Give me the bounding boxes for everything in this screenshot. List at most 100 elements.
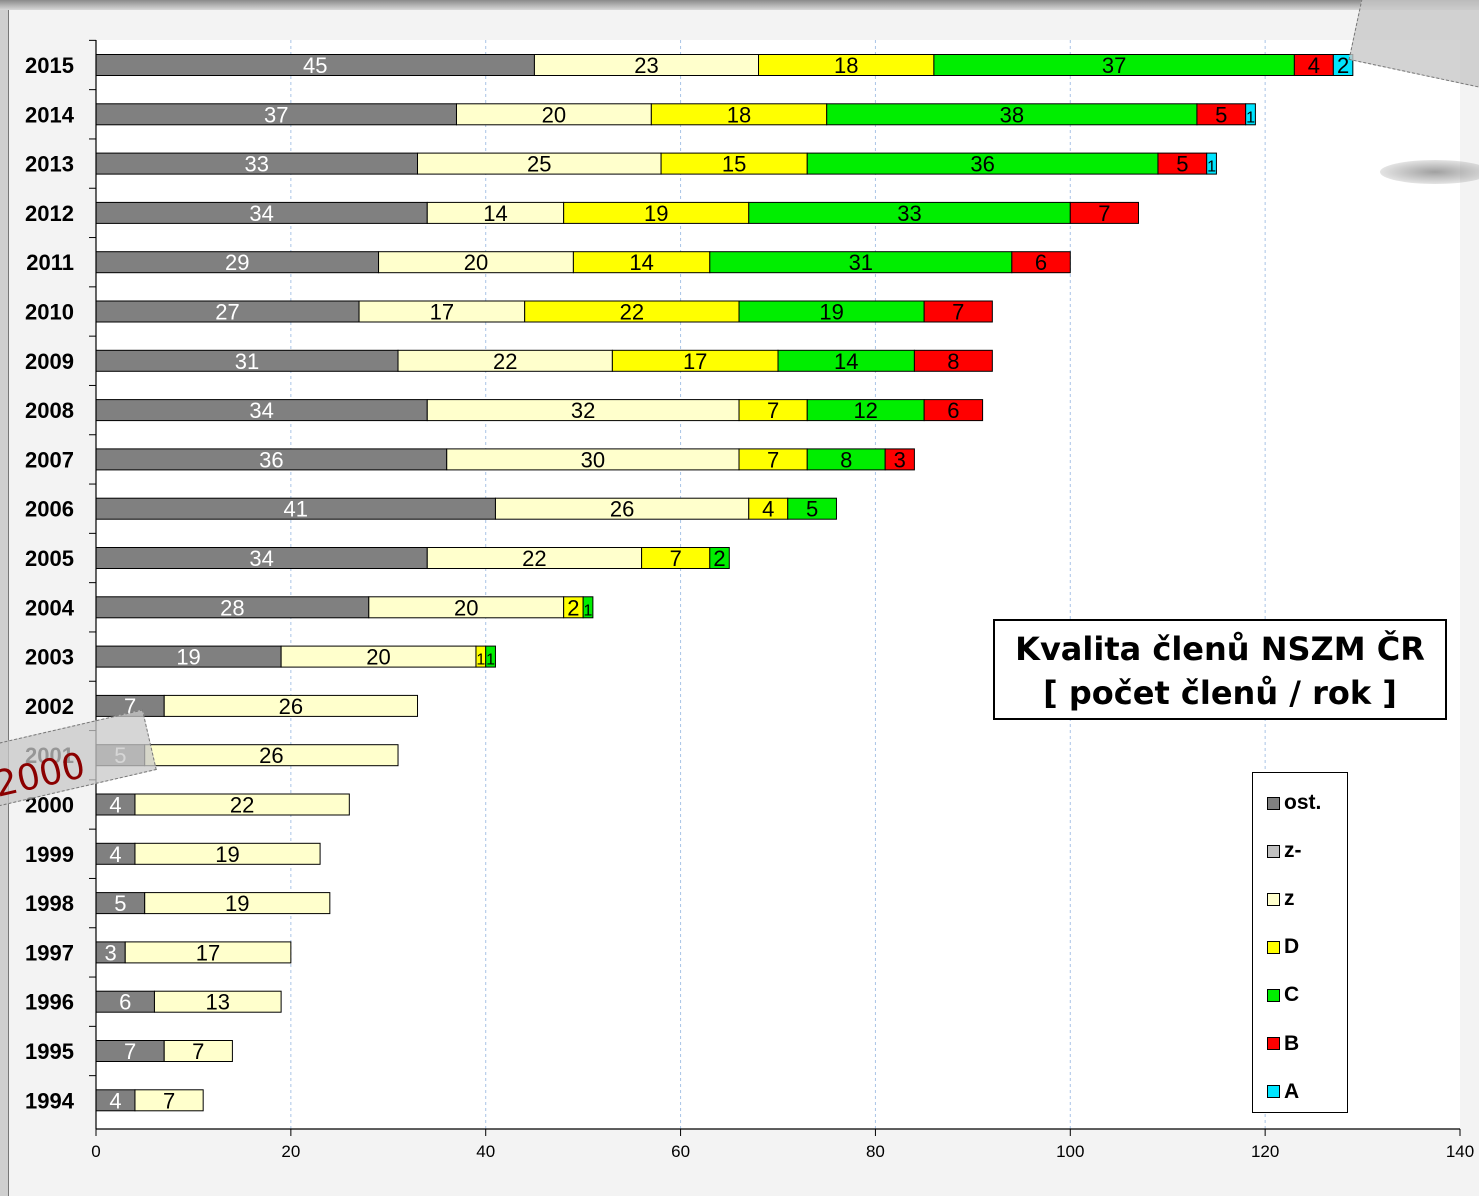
data-label: 4	[109, 793, 121, 818]
y-tick-label: 2010	[25, 300, 74, 325]
data-label: 5	[1215, 102, 1227, 127]
data-label: 37	[1102, 53, 1126, 78]
data-label: 1	[584, 602, 593, 619]
data-label: 36	[970, 152, 994, 177]
legend-label: C	[1284, 983, 1300, 1007]
legend-swatch-icon	[1267, 1085, 1280, 1099]
legend-label: ost.	[1284, 791, 1322, 815]
data-label: 34	[249, 201, 273, 226]
data-label: 18	[834, 53, 858, 78]
legend-item: C	[1267, 971, 1347, 1019]
bar-segment	[923, 300, 993, 323]
data-label: 7	[1098, 201, 1110, 226]
bar-segment	[124, 941, 292, 964]
bar-segment	[163, 694, 419, 717]
x-tick-label: 80	[866, 1142, 885, 1161]
data-label: 17	[683, 349, 707, 374]
y-tick-label: 2004	[25, 595, 75, 620]
data-label: 22	[620, 300, 644, 325]
data-label: 22	[493, 349, 517, 374]
legend-label: D	[1284, 935, 1300, 959]
y-tick-label: 1995	[25, 1039, 74, 1064]
bar-segment	[153, 990, 282, 1013]
data-label: 20	[366, 645, 390, 670]
data-label: 7	[124, 1039, 136, 1064]
bar-segment	[709, 547, 730, 569]
bar-segment	[163, 1040, 233, 1062]
y-tick-label: 2009	[25, 349, 74, 374]
data-label: 34	[249, 546, 273, 571]
chart-subtitle: [ počet členů / rok ]	[1043, 674, 1397, 712]
data-label: 2	[1337, 53, 1349, 78]
data-label: 17	[430, 300, 454, 325]
x-tick-label: 20	[281, 1142, 300, 1161]
data-label: 5	[806, 497, 818, 522]
window-left-edge	[0, 10, 9, 1196]
data-label: 25	[527, 152, 551, 177]
data-label: 45	[303, 53, 327, 78]
data-label: 32	[571, 398, 595, 423]
data-label: 14	[483, 201, 507, 226]
data-label: 1	[1246, 109, 1255, 126]
data-label: 34	[249, 398, 273, 423]
y-tick-label: 2002	[25, 694, 74, 719]
data-label: 33	[245, 152, 269, 177]
bar-segment	[134, 842, 321, 865]
data-label: 7	[192, 1039, 204, 1064]
legend-label: z	[1284, 887, 1295, 911]
bar-segment	[134, 1089, 204, 1112]
legend-item: A	[1267, 1068, 1347, 1116]
bar-segment	[1332, 54, 1354, 76]
data-label: 3	[894, 447, 906, 472]
legend-swatch-icon	[1267, 796, 1280, 810]
data-label: 19	[819, 300, 843, 325]
legend-item: ost.	[1267, 779, 1347, 827]
data-label: 26	[259, 743, 283, 768]
bar-segment	[923, 399, 984, 422]
x-tick-label: 100	[1056, 1142, 1084, 1161]
bar-segment	[1245, 103, 1256, 126]
data-label: 4	[109, 1088, 121, 1113]
data-label: 4	[1308, 53, 1320, 78]
bar-segment	[582, 596, 594, 619]
y-tick-label: 2006	[25, 497, 74, 522]
y-tick-label: 1997	[25, 940, 74, 965]
data-label: 15	[722, 152, 746, 177]
bar-segment	[1069, 201, 1139, 224]
y-tick-label: 2012	[25, 201, 74, 226]
data-label: 26	[610, 497, 634, 522]
data-label: 20	[454, 595, 478, 620]
legend-item: z	[1267, 875, 1347, 923]
data-label: 6	[947, 398, 959, 423]
bar-segment	[144, 892, 331, 915]
data-label: 27	[215, 300, 239, 325]
data-label: 7	[952, 300, 964, 325]
data-label: 37	[264, 102, 288, 127]
y-tick-label: 1994	[25, 1088, 75, 1113]
bar-segment	[134, 793, 350, 816]
data-label: 2	[567, 595, 579, 620]
data-label: 4	[109, 842, 121, 867]
data-label: 2	[713, 546, 725, 571]
data-label: 7	[767, 447, 779, 472]
bar-segment	[1011, 251, 1071, 274]
data-label: 6	[119, 990, 131, 1015]
data-label: 19	[225, 891, 249, 916]
data-label: 17	[196, 940, 220, 965]
data-label: 41	[283, 497, 307, 522]
data-label: 7	[670, 546, 682, 571]
data-label: 19	[644, 201, 668, 226]
y-tick-label: 2011	[26, 250, 74, 275]
data-label: 13	[206, 990, 230, 1015]
legend-swatch-icon	[1267, 940, 1280, 954]
data-label: 12	[853, 398, 877, 423]
data-label: 5	[114, 891, 126, 916]
legend-swatch-icon	[1267, 892, 1280, 906]
x-tick-label: 60	[671, 1142, 690, 1161]
x-tick-label: 120	[1251, 1142, 1279, 1161]
legend-swatch-icon	[1267, 1037, 1280, 1051]
y-tick-label: 2005	[25, 546, 74, 571]
chart-title-box: Kvalita členů NSZM ČR [ počet členů / ro…	[993, 619, 1447, 720]
